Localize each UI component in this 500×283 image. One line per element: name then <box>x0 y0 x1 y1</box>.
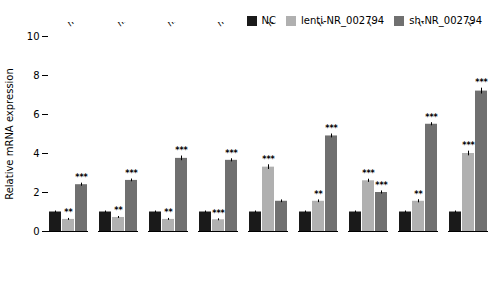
svg-text:**: ** <box>64 208 73 217</box>
svg-text:***: *** <box>262 155 275 164</box>
svg-text:**: ** <box>114 206 123 215</box>
svg-text:***: *** <box>462 141 475 150</box>
svg-text:0: 0 <box>33 226 39 237</box>
svg-text:**: ** <box>414 190 423 199</box>
svg-text:hdkk1: hdkk1 <box>265 22 292 28</box>
svg-text:hGCNT1: hGCNT1 <box>365 22 398 28</box>
svg-text:6: 6 <box>33 109 39 120</box>
svg-text:***: *** <box>325 124 338 133</box>
svg-text:hDMD: hDMD <box>315 22 341 28</box>
svg-text:***: *** <box>362 169 375 178</box>
svg-text:**: ** <box>314 190 323 199</box>
svg-text:***: *** <box>375 181 388 190</box>
svg-text:2: 2 <box>33 187 39 198</box>
svg-text:hGypc: hGypc <box>415 22 442 28</box>
svg-text:10: 10 <box>27 31 40 42</box>
svg-text:**: ** <box>164 208 173 217</box>
svg-text:4: 4 <box>33 148 39 159</box>
svg-text:Relative mRNA expression: Relative mRNA expression <box>4 68 15 200</box>
svg-text:hCCL4L2: hCCL4L2 <box>65 22 100 28</box>
svg-text:hTIE1: hTIE1 <box>215 22 240 28</box>
svg-text:***: *** <box>75 173 88 182</box>
svg-text:***: *** <box>225 149 238 158</box>
svg-text:hIL32: hIL32 <box>165 22 190 28</box>
svg-text:***: *** <box>475 78 488 87</box>
svg-text:***: *** <box>175 146 188 155</box>
svg-text:***: *** <box>212 209 225 218</box>
svg-text:hIL15RA: hIL15RA <box>115 22 148 28</box>
svg-text:***: *** <box>125 169 138 178</box>
svg-text:***: *** <box>425 113 438 122</box>
svg-text:8: 8 <box>33 70 39 81</box>
svg-text:hHes1: hHes1 <box>465 22 492 28</box>
